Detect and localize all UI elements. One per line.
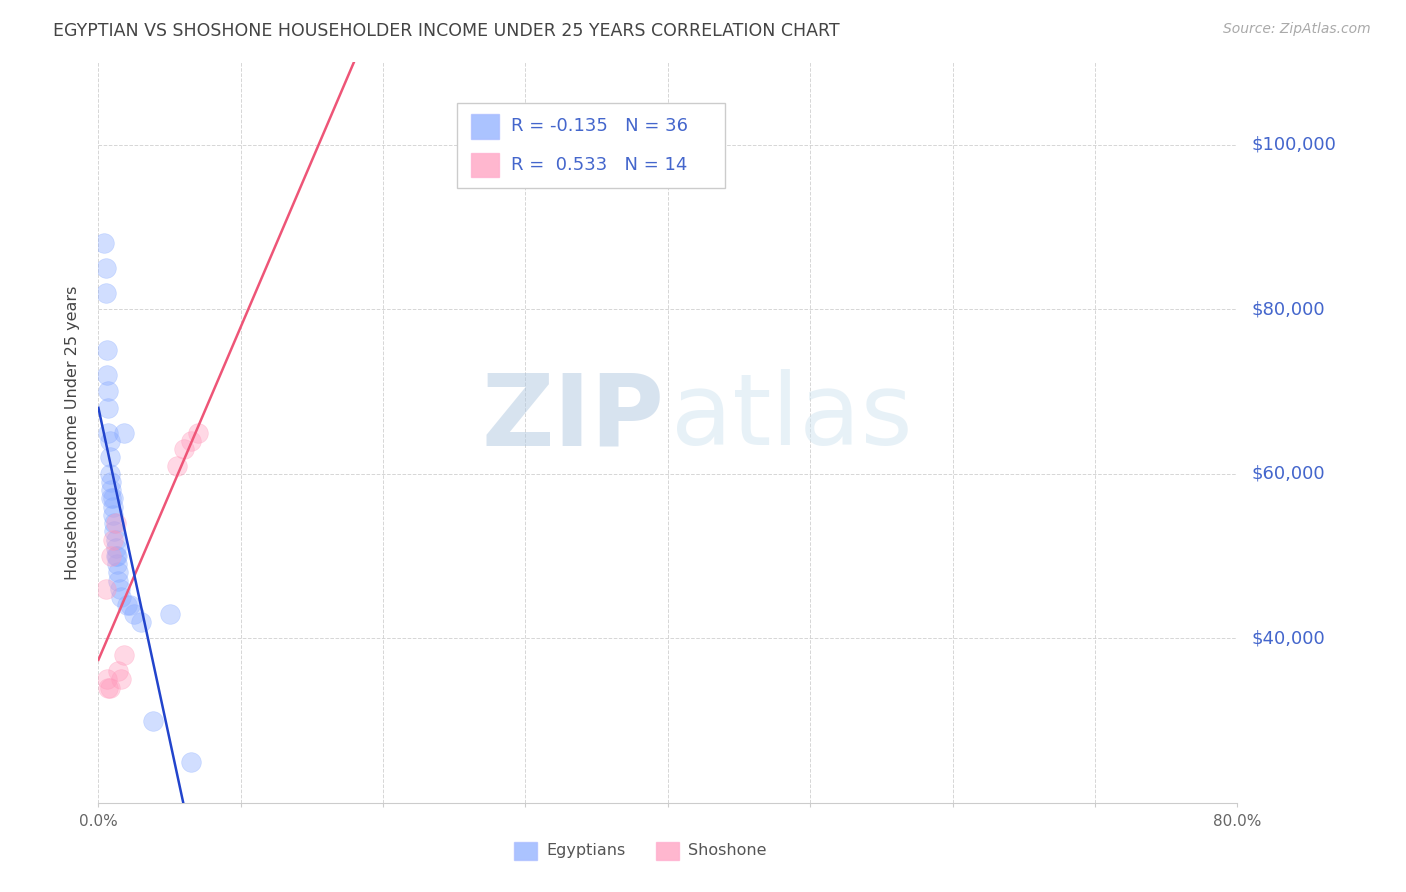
Point xyxy=(94,582,117,596)
Point xyxy=(105,558,128,572)
Point xyxy=(101,491,124,506)
Point xyxy=(107,566,129,580)
Text: Egyptians: Egyptians xyxy=(546,844,626,858)
Point xyxy=(98,467,121,481)
Point xyxy=(129,615,152,629)
Point xyxy=(101,500,124,514)
Point xyxy=(104,533,127,547)
Point xyxy=(108,582,131,596)
Point xyxy=(100,475,122,489)
Text: $60,000: $60,000 xyxy=(1251,465,1324,483)
Point xyxy=(118,599,141,613)
Text: ZIP: ZIP xyxy=(482,369,665,467)
Point xyxy=(93,236,115,251)
Point xyxy=(100,491,122,506)
Text: $100,000: $100,000 xyxy=(1251,136,1336,153)
Text: $80,000: $80,000 xyxy=(1251,301,1324,318)
Point xyxy=(104,549,127,563)
Point xyxy=(110,590,132,604)
Point xyxy=(115,599,138,613)
Y-axis label: Householder Income Under 25 years: Householder Income Under 25 years xyxy=(65,285,80,580)
Point xyxy=(104,516,127,530)
Point xyxy=(96,343,118,358)
Point xyxy=(97,384,120,399)
Point xyxy=(100,549,122,563)
Bar xyxy=(471,114,499,138)
FancyBboxPatch shape xyxy=(457,103,725,188)
Text: Shoshone: Shoshone xyxy=(689,844,766,858)
Point xyxy=(107,664,129,678)
Point xyxy=(96,368,118,382)
Point xyxy=(110,673,132,687)
Text: R = -0.135   N = 36: R = -0.135 N = 36 xyxy=(510,118,688,136)
Point xyxy=(103,516,125,530)
Point xyxy=(159,607,181,621)
Point xyxy=(166,458,188,473)
Point xyxy=(122,607,145,621)
Bar xyxy=(657,842,679,860)
Point xyxy=(187,425,209,440)
Text: $40,000: $40,000 xyxy=(1251,629,1324,648)
Point xyxy=(97,681,120,695)
Text: R =  0.533   N = 14: R = 0.533 N = 14 xyxy=(510,156,688,174)
Point xyxy=(94,261,117,276)
Point xyxy=(96,673,118,687)
Text: atlas: atlas xyxy=(671,369,912,467)
Point xyxy=(112,425,135,440)
Point xyxy=(141,714,163,728)
Point xyxy=(100,483,122,498)
Point xyxy=(101,508,124,522)
Point xyxy=(98,681,121,695)
Point xyxy=(104,541,127,555)
Point xyxy=(97,401,120,415)
Point xyxy=(180,755,202,769)
Bar xyxy=(515,842,537,860)
Point xyxy=(105,549,128,563)
Point xyxy=(112,648,135,662)
Point xyxy=(98,450,121,465)
Point xyxy=(180,434,202,448)
Point xyxy=(101,533,124,547)
Point xyxy=(173,442,195,456)
Point xyxy=(103,524,125,539)
Point xyxy=(107,574,129,588)
Point xyxy=(94,285,117,300)
Text: EGYPTIAN VS SHOSHONE HOUSEHOLDER INCOME UNDER 25 YEARS CORRELATION CHART: EGYPTIAN VS SHOSHONE HOUSEHOLDER INCOME … xyxy=(53,22,839,40)
Bar xyxy=(471,153,499,178)
Text: Source: ZipAtlas.com: Source: ZipAtlas.com xyxy=(1223,22,1371,37)
Point xyxy=(97,425,120,440)
Point xyxy=(98,434,121,448)
